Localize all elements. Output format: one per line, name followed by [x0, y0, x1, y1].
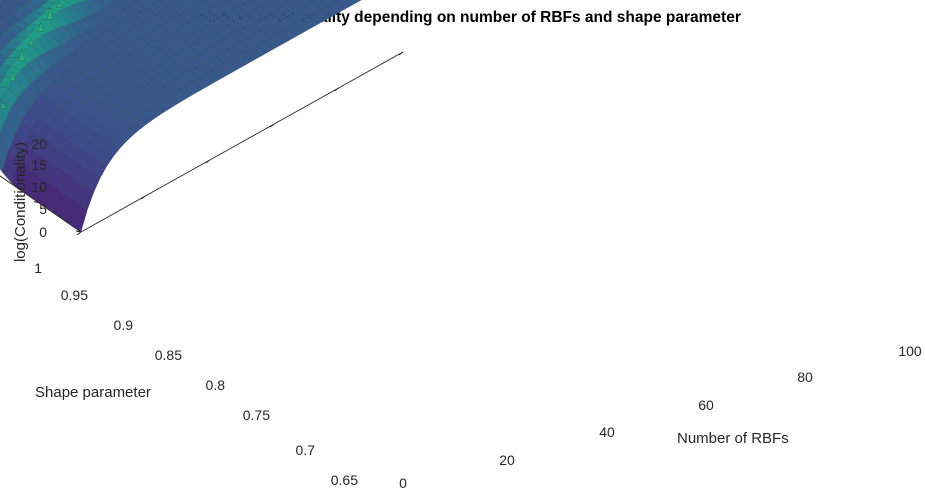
y-tick-label: 0.85 — [155, 347, 182, 363]
x-axis-label: Number of RBFs — [677, 430, 789, 447]
y-tick-label: 0.8 — [206, 377, 226, 393]
y-tick-label: 0.65 — [331, 472, 358, 488]
ridge-peak — [0, 102, 7, 109]
x-tick-mark — [398, 51, 404, 56]
surface-cell — [3, 0, 11, 3]
z-tick-label: 5 — [39, 201, 47, 217]
surface-cell — [156, 0, 163, 2]
surface-mesh — [0, 0, 362, 233]
ridge-peak — [18, 48, 26, 62]
y-axis-ticks: 0.65 0.7 0.75 0.8 0.85 0.9 0.95 1 — [34, 260, 358, 488]
z-axis-ticks: 0 5 10 15 20 — [31, 136, 47, 240]
surface-cell — [40, 0, 50, 3]
y-tick-label: 0.9 — [114, 317, 134, 333]
surface-cell — [331, 0, 340, 3]
surface-cell — [180, 0, 185, 2]
surface-cell — [203, 0, 208, 2]
y-tick-label: 0.95 — [61, 287, 88, 303]
surface-cell — [133, 0, 141, 3]
x-tick-mark — [269, 123, 275, 128]
x-tick-label: 60 — [698, 397, 714, 413]
axes — [0, 51, 404, 236]
z-tick-label: 15 — [31, 157, 47, 173]
ridge-peak — [9, 71, 16, 81]
conditionality-ridge — [0, 1, 63, 109]
x-tick-label: 100 — [898, 343, 922, 359]
z-axis-label: log(Conditionality) — [12, 142, 29, 262]
x-tick-label: 20 — [499, 452, 515, 468]
y-tick-mark — [75, 230, 82, 233]
surface-cell — [334, 0, 352, 10]
x-tick-label: 40 — [599, 424, 615, 440]
y-tick-label: 0.75 — [243, 407, 270, 423]
y-tick-mark — [33, 201, 39, 204]
x-tick-label: 80 — [797, 369, 813, 385]
x-tick-mark — [141, 195, 146, 200]
x-tick-mark — [76, 231, 82, 236]
x-tick-mark — [334, 87, 339, 92]
surface-cell — [343, 0, 359, 6]
y-tick-label: 0.7 — [296, 442, 316, 458]
x-axis-line — [80, 51, 404, 233]
x-tick-mark — [205, 159, 211, 164]
y-tick-label: 1 — [34, 260, 42, 276]
surface-cell — [27, 0, 32, 2]
y-axis-label: Shape parameter — [35, 384, 151, 401]
surface-cell — [354, 0, 362, 3]
surface-cell — [45, 0, 60, 3]
z-tick-label: 0 — [39, 224, 47, 240]
x-axis-ticks: 0 20 40 60 80 100 — [399, 343, 922, 491]
ridge-peak — [56, 1, 63, 8]
y-axis-line — [0, 175, 82, 233]
z-tick-label: 10 — [31, 179, 47, 195]
x-tick-label: 0 — [399, 475, 407, 491]
ridge-peak — [46, 7, 54, 20]
z-tick-label: 20 — [31, 136, 47, 152]
ridge-peak — [37, 21, 44, 32]
ridge-peak — [27, 38, 35, 46]
